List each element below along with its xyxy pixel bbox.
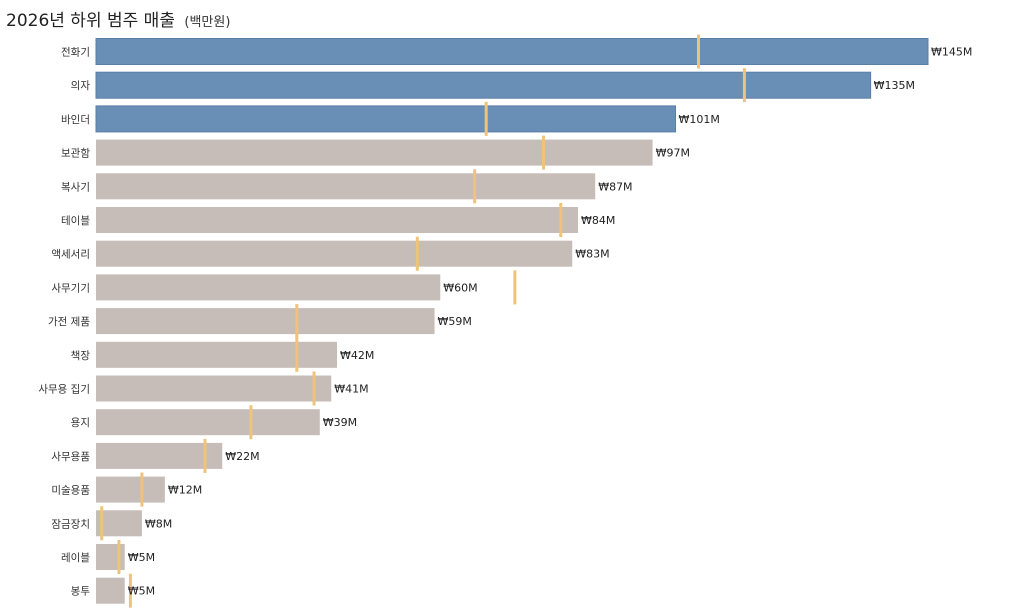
value-label: ₩60M: [443, 281, 477, 294]
bar: [96, 139, 653, 166]
reference-marker: [117, 540, 121, 574]
reference-marker: [100, 506, 104, 541]
category-label: 사무용 집기: [38, 384, 90, 396]
value-label: ₩101M: [679, 113, 720, 126]
reference-marker: [140, 472, 144, 507]
value-label: ₩42M: [340, 349, 374, 362]
reference-marker: [203, 438, 207, 473]
category-label: 레이블: [61, 552, 90, 564]
category-label: 잠금장치: [51, 518, 90, 530]
bar: [96, 308, 435, 335]
category-label: 의자: [71, 80, 91, 92]
category-label: 봉투: [71, 586, 91, 598]
bar: [96, 375, 332, 402]
bar: [96, 442, 223, 469]
value-label: ₩39M: [323, 416, 357, 429]
category-label: 가전 제품: [48, 316, 90, 328]
category-label: 액세서리: [51, 249, 90, 261]
reference-marker: [473, 169, 477, 204]
bar: [96, 510, 142, 537]
category-label: 보관함: [61, 148, 90, 160]
value-label: ₩12M: [168, 484, 202, 497]
value-label: ₩5M: [128, 551, 155, 564]
chart-title: 2026년 하위 범주 매출: [6, 11, 175, 31]
reference-marker: [249, 405, 253, 440]
chart-subtitle: (백만원): [184, 15, 231, 30]
value-label: ₩145M: [931, 46, 972, 59]
value-label: ₩41M: [334, 383, 368, 396]
value-label: ₩83M: [575, 248, 609, 261]
value-label: ₩87M: [598, 180, 632, 193]
reference-marker: [513, 270, 517, 305]
bar: [96, 341, 337, 368]
category-label: 용지: [71, 417, 90, 429]
value-label: ₩22M: [225, 450, 259, 463]
category-label: 전화기: [61, 47, 90, 59]
category-label: 복사기: [61, 181, 90, 193]
bar: [96, 409, 320, 436]
reference-marker: [312, 371, 316, 406]
reference-marker: [559, 203, 563, 237]
category-label: 책장: [71, 350, 91, 362]
bar: [96, 476, 165, 503]
bar: [95, 71, 872, 99]
reference-marker: [128, 573, 132, 608]
bar: [96, 274, 441, 301]
category-label: 미술용품: [51, 485, 90, 497]
category-label: 테이블: [61, 215, 90, 227]
category-label: 사무용품: [51, 451, 90, 463]
bar: [96, 207, 578, 233]
value-label: ₩97M: [656, 147, 690, 160]
reference-marker: [542, 135, 546, 170]
bar: [96, 240, 573, 267]
category-label: 바인더: [61, 114, 90, 126]
reference-marker: [696, 34, 700, 69]
bar: [96, 173, 596, 200]
reference-marker: [415, 236, 419, 271]
value-label: ₩8M: [145, 517, 172, 530]
value-label: ₩135M: [874, 79, 915, 92]
chart-title-block: 2026년 하위 범주 매출 (백만원): [6, 6, 230, 31]
category-label: 사무기기: [51, 282, 90, 294]
value-label: ₩5M: [128, 585, 155, 598]
bar: [96, 577, 125, 604]
reference-marker: [295, 337, 299, 372]
reference-marker: [295, 304, 299, 339]
value-label: ₩84M: [581, 214, 615, 227]
bar: [95, 105, 677, 133]
reference-marker: [484, 101, 488, 136]
reference-marker: [742, 68, 746, 103]
value-label: ₩59M: [438, 315, 472, 328]
bar: [95, 38, 929, 65]
